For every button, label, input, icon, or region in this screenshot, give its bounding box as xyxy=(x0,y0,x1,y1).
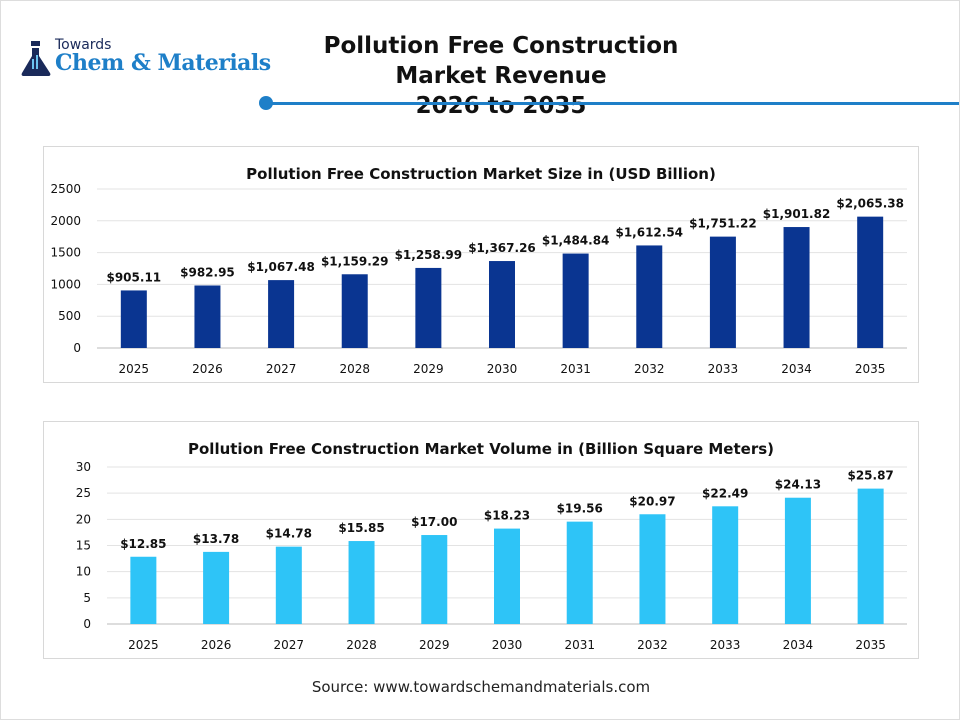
chart-svg: Pollution Free Construction Market Volum… xyxy=(76,440,907,652)
bar xyxy=(494,528,520,624)
x-tick-label: 2033 xyxy=(710,638,741,652)
logo-line2: Chem & Materials xyxy=(55,50,271,76)
bar xyxy=(639,514,666,624)
data-label: $1,258.99 xyxy=(395,248,463,262)
x-tick-label: 2032 xyxy=(637,638,668,652)
title-line1: Pollution Free Construction Market Reven… xyxy=(323,33,679,89)
x-tick-label: 2034 xyxy=(783,638,814,652)
title-line2: 2026 to 2035 xyxy=(415,93,587,119)
bar xyxy=(203,551,230,624)
x-tick-label: 2030 xyxy=(492,638,523,652)
bar xyxy=(857,488,884,624)
bar xyxy=(194,285,221,348)
data-label: $905.11 xyxy=(106,270,161,284)
chart-market-size: Pollution Free Construction Market Size … xyxy=(43,146,919,383)
data-label: $982.95 xyxy=(180,265,235,279)
data-label: $14.78 xyxy=(266,527,312,541)
data-label: $20.97 xyxy=(629,494,675,508)
chart-svg: Pollution Free Construction Market Size … xyxy=(50,165,907,376)
data-label: $25.87 xyxy=(847,469,893,483)
y-tick-label: 1000 xyxy=(50,277,81,291)
x-tick-label: 2025 xyxy=(119,362,150,376)
page-title: Pollution Free Construction Market Reven… xyxy=(301,31,701,121)
bar xyxy=(421,535,448,624)
y-tick-label: 15 xyxy=(76,539,91,553)
x-tick-label: 2028 xyxy=(346,638,377,652)
logo-line1: Towards xyxy=(55,37,112,53)
x-tick-label: 2027 xyxy=(266,362,297,376)
y-tick-label: 5 xyxy=(83,591,91,605)
data-label: $22.49 xyxy=(702,486,748,500)
flask-icon xyxy=(21,41,51,76)
accent-rule xyxy=(266,102,959,105)
data-label: $17.00 xyxy=(411,515,457,529)
data-label: $24.13 xyxy=(775,478,821,492)
x-tick-label: 2031 xyxy=(560,362,591,376)
y-tick-label: 500 xyxy=(58,309,81,323)
x-tick-label: 2035 xyxy=(855,362,886,376)
bar xyxy=(712,506,739,624)
x-tick-label: 2029 xyxy=(413,362,444,376)
bar xyxy=(636,245,663,348)
x-tick-label: 2031 xyxy=(564,638,595,652)
x-tick-label: 2030 xyxy=(487,362,518,376)
data-label: $2,065.38 xyxy=(836,197,904,211)
data-label: $15.85 xyxy=(338,521,384,535)
bar xyxy=(348,541,375,624)
bar xyxy=(784,497,811,624)
bar xyxy=(275,546,302,624)
bar xyxy=(562,253,589,348)
y-tick-label: 2000 xyxy=(50,214,81,228)
x-tick-label: 2034 xyxy=(781,362,812,376)
data-label: $1,901.82 xyxy=(763,207,831,221)
data-label: $1,612.54 xyxy=(615,225,683,239)
y-tick-label: 0 xyxy=(73,341,81,355)
bar xyxy=(120,290,147,348)
data-label: $18.23 xyxy=(484,509,530,523)
bar xyxy=(341,274,368,348)
x-tick-label: 2026 xyxy=(201,638,232,652)
bar xyxy=(268,280,295,348)
chart-market-volume: Pollution Free Construction Market Volum… xyxy=(43,421,919,659)
data-label: $1,067.48 xyxy=(247,260,315,274)
y-tick-label: 30 xyxy=(76,460,91,474)
bar xyxy=(857,216,884,348)
x-tick-label: 2029 xyxy=(419,638,450,652)
x-tick-label: 2035 xyxy=(855,638,886,652)
data-label: $1,159.29 xyxy=(321,254,389,268)
data-label: $1,484.84 xyxy=(542,234,610,248)
y-tick-label: 0 xyxy=(83,617,91,631)
y-tick-label: 25 xyxy=(76,486,91,500)
chart-title: Pollution Free Construction Market Volum… xyxy=(188,440,774,458)
data-label: $12.85 xyxy=(120,537,166,551)
data-label: $13.78 xyxy=(193,532,239,546)
data-label: $19.56 xyxy=(557,502,603,516)
bar xyxy=(566,521,593,624)
data-label: $1,751.22 xyxy=(689,217,757,231)
bar xyxy=(709,236,736,348)
y-tick-label: 1500 xyxy=(50,246,81,260)
x-tick-label: 2027 xyxy=(274,638,305,652)
y-tick-label: 2500 xyxy=(50,182,81,196)
y-tick-label: 20 xyxy=(76,512,91,526)
x-tick-label: 2033 xyxy=(708,362,739,376)
x-tick-label: 2028 xyxy=(339,362,370,376)
y-tick-label: 10 xyxy=(76,565,91,579)
source-note: Source: www.towardschemandmaterials.com xyxy=(311,678,651,696)
x-tick-label: 2026 xyxy=(192,362,223,376)
bar xyxy=(783,227,810,348)
x-tick-label: 2025 xyxy=(128,638,159,652)
x-tick-label: 2032 xyxy=(634,362,665,376)
data-label: $1,367.26 xyxy=(468,241,536,255)
bar xyxy=(489,261,515,348)
chart-title: Pollution Free Construction Market Size … xyxy=(246,165,716,183)
bar xyxy=(130,556,157,624)
bar xyxy=(415,267,442,348)
